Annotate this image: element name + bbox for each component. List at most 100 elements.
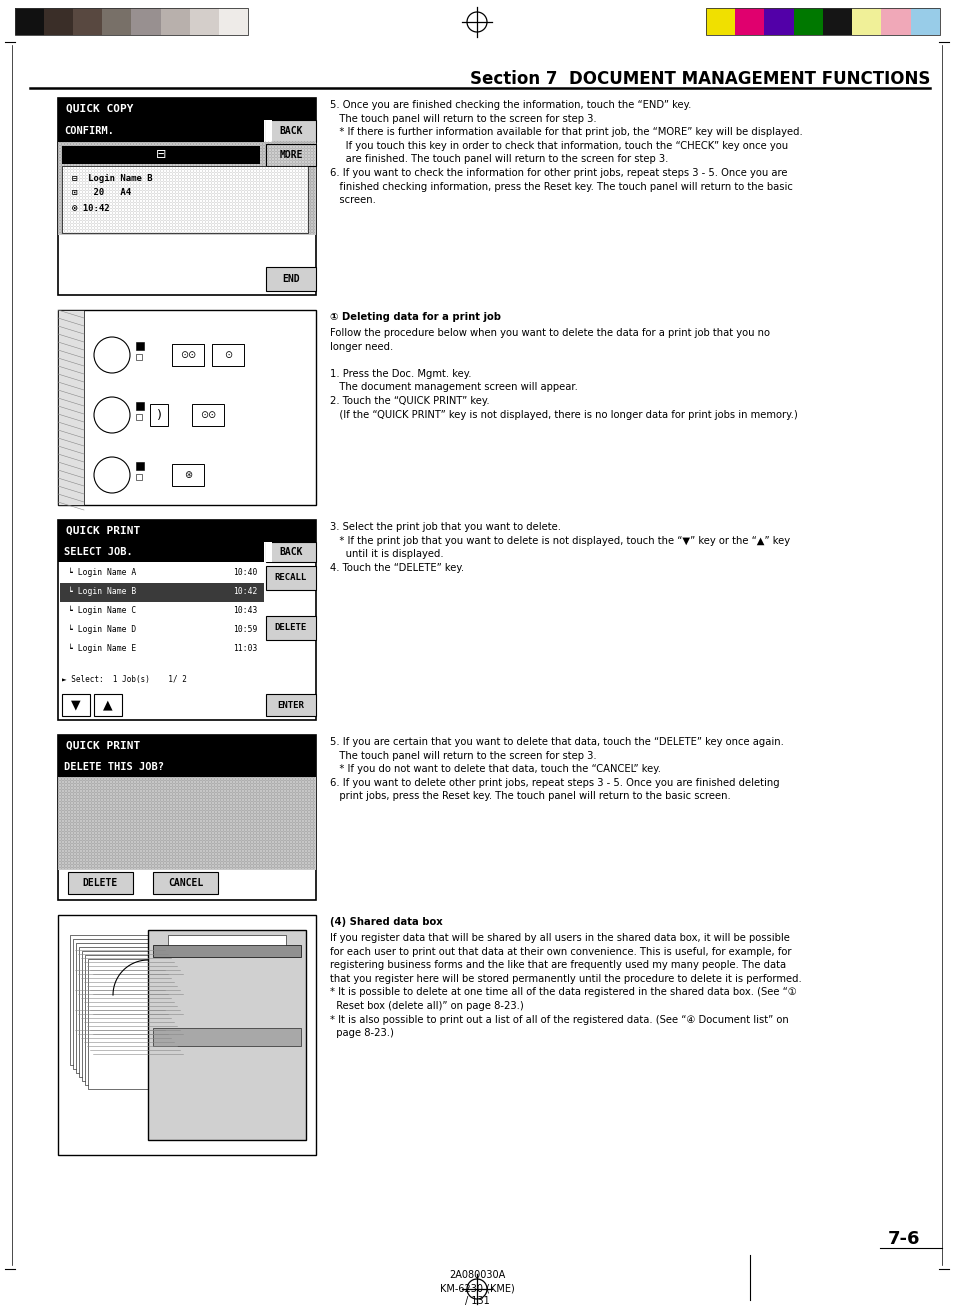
Bar	[58, 309, 84, 505]
Bar	[136, 475, 142, 480]
Bar	[132, 8, 160, 35]
Bar	[152, 872, 218, 894]
Bar	[136, 402, 144, 410]
Circle shape	[94, 397, 130, 433]
Text: BACK: BACK	[279, 126, 302, 136]
Text: DELETE: DELETE	[83, 878, 118, 888]
Bar	[192, 404, 224, 426]
Bar	[160, 8, 190, 35]
Bar	[266, 694, 315, 716]
Text: ┕ Login Name B: ┕ Login Name B	[68, 587, 136, 597]
Text: ⊙⊙: ⊙⊙	[200, 410, 216, 420]
Bar	[705, 8, 939, 35]
Circle shape	[94, 458, 130, 493]
Text: ⊡   20   A4: ⊡ 20 A4	[71, 187, 131, 197]
Text: ▼: ▼	[71, 699, 81, 712]
Bar	[85, 954, 185, 1086]
Bar	[266, 144, 315, 166]
Text: ► Select:  1 Job(s)    1/ 2: ► Select: 1 Job(s) 1/ 2	[62, 675, 187, 684]
Bar	[58, 121, 264, 142]
Bar	[136, 461, 144, 471]
Text: ⊟: ⊟	[155, 148, 166, 161]
Bar	[70, 935, 170, 1065]
Bar	[79, 947, 179, 1078]
Bar	[735, 8, 763, 35]
Text: CANCEL: CANCEL	[168, 878, 203, 888]
Bar	[172, 464, 204, 486]
Text: 10:40: 10:40	[233, 568, 256, 577]
Text: Section 7  DOCUMENT MANAGEMENT FUNCTIONS: Section 7 DOCUMENT MANAGEMENT FUNCTIONS	[469, 69, 929, 88]
Text: ⊙ 10:42: ⊙ 10:42	[71, 205, 110, 212]
Bar	[763, 8, 793, 35]
Text: 10:59: 10:59	[233, 625, 256, 635]
Bar	[152, 1028, 301, 1045]
Bar	[266, 121, 315, 142]
Text: (4) Shared data box: (4) Shared data box	[330, 916, 442, 927]
Bar	[266, 267, 315, 291]
Bar	[68, 872, 132, 894]
Circle shape	[94, 337, 130, 374]
Bar	[15, 8, 44, 35]
Bar	[148, 929, 306, 1141]
Bar	[705, 8, 735, 35]
Text: 11:03: 11:03	[233, 644, 256, 653]
Text: ): )	[156, 409, 161, 422]
Text: 7-6: 7-6	[886, 1230, 919, 1248]
Text: ENTER: ENTER	[277, 700, 304, 709]
Bar	[76, 943, 175, 1072]
Bar	[82, 950, 182, 1082]
Bar	[58, 735, 315, 899]
Bar	[94, 694, 122, 716]
Bar	[58, 735, 315, 756]
Text: 10:42: 10:42	[233, 587, 256, 597]
Text: BACK: BACK	[279, 547, 302, 557]
Bar	[62, 694, 90, 716]
Bar	[266, 121, 272, 142]
Bar	[73, 939, 172, 1068]
Text: If you register data that will be shared by all users in the shared data box, it: If you register data that will be shared…	[330, 933, 801, 1038]
Text: ┕ Login Name C: ┕ Login Name C	[68, 606, 136, 615]
Text: QUICK PRINT: QUICK PRINT	[66, 741, 140, 751]
Text: SELECT JOB.: SELECT JOB.	[64, 547, 132, 557]
Bar	[266, 616, 315, 640]
Bar	[58, 915, 315, 1155]
Text: ┕ Login Name D: ┕ Login Name D	[68, 625, 136, 635]
Text: 2A080030A
KM-6230 (KME)
/ 131: 2A080030A KM-6230 (KME) / 131	[439, 1270, 514, 1306]
Text: CONFIRM.: CONFIRM.	[64, 126, 113, 136]
Bar	[136, 354, 142, 361]
Text: END: END	[282, 274, 299, 284]
Bar	[822, 8, 851, 35]
Text: DELETE: DELETE	[274, 624, 307, 632]
Text: DELETE THIS JOB?: DELETE THIS JOB?	[64, 762, 164, 772]
Text: MORE: MORE	[279, 149, 302, 160]
Bar	[266, 541, 315, 562]
Text: ⊙: ⊙	[224, 350, 232, 361]
Text: ① Deleting data for a print job: ① Deleting data for a print job	[330, 312, 500, 323]
Bar	[168, 935, 286, 945]
Bar	[58, 520, 315, 720]
Bar	[15, 8, 248, 35]
Text: RECALL: RECALL	[274, 573, 307, 582]
Bar	[58, 520, 315, 541]
Bar	[881, 8, 910, 35]
Text: ┕ Login Name E: ┕ Login Name E	[68, 644, 136, 653]
Bar	[62, 146, 260, 164]
Bar	[218, 8, 248, 35]
Bar	[212, 343, 244, 366]
Bar	[266, 541, 272, 562]
Bar	[88, 960, 188, 1089]
Bar	[58, 142, 315, 235]
Bar	[58, 98, 315, 295]
Bar	[266, 566, 315, 590]
Text: 10:43: 10:43	[233, 606, 256, 615]
Bar	[172, 343, 204, 366]
Text: Follow the procedure below when you want to delete the data for a print job that: Follow the procedure below when you want…	[330, 328, 797, 420]
Text: ▲: ▲	[103, 699, 112, 712]
Text: ⊛: ⊛	[184, 471, 192, 480]
Text: 5. Once you are finished checking the information, touch the “END” key.
   The t: 5. Once you are finished checking the in…	[330, 100, 801, 206]
Bar	[851, 8, 881, 35]
Bar	[58, 541, 264, 562]
Bar	[62, 166, 308, 233]
Bar	[136, 342, 144, 350]
Bar	[102, 8, 132, 35]
